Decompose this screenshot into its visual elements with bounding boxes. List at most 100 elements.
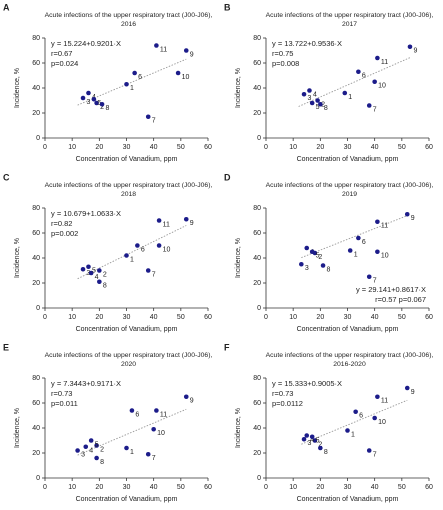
y-axis-label: Incidence, % bbox=[235, 238, 242, 278]
y-tick-label: 20 bbox=[253, 280, 261, 287]
point-label: 6 bbox=[362, 239, 366, 246]
data-point bbox=[156, 243, 162, 248]
point-label: 5 bbox=[95, 441, 99, 448]
data-point bbox=[86, 264, 91, 270]
x-tick-label: 20 bbox=[95, 144, 103, 151]
data-point bbox=[124, 253, 129, 258]
x-axis-label: Concentration of Vanadium, ppm bbox=[76, 156, 178, 163]
point-label: 9 bbox=[190, 398, 194, 405]
data-point bbox=[342, 90, 348, 96]
y-tick-label: 20 bbox=[253, 450, 261, 457]
x-axis-label: Concentration of Vanadium, ppm bbox=[297, 496, 399, 503]
data-point bbox=[145, 451, 151, 457]
data-point bbox=[307, 88, 312, 93]
data-point bbox=[88, 438, 94, 443]
y-tick-label: 80 bbox=[253, 375, 261, 382]
point-label: 7 bbox=[152, 271, 156, 278]
point-label: 9 bbox=[413, 48, 417, 55]
point-label: 3 bbox=[87, 270, 91, 277]
point-label: 2 bbox=[100, 104, 104, 111]
panel-letter: B bbox=[224, 2, 231, 12]
data-point bbox=[312, 438, 318, 443]
y-tick-label: 0 bbox=[36, 135, 40, 142]
x-tick-label: 20 bbox=[95, 484, 103, 491]
data-point bbox=[372, 415, 377, 421]
point-label: 9 bbox=[190, 51, 194, 58]
y-tick-label: 60 bbox=[32, 60, 40, 67]
point-label: 9 bbox=[411, 215, 415, 222]
point-label: 6 bbox=[141, 246, 145, 253]
data-point bbox=[135, 243, 140, 248]
x-tick-label: 20 bbox=[316, 144, 324, 151]
annotation: r=0.57 p=0.067 bbox=[375, 295, 426, 304]
annotation: p=0.011 bbox=[51, 399, 78, 408]
y-axis-label: Incidence, % bbox=[235, 68, 242, 108]
data-point bbox=[309, 249, 315, 255]
panel-letter: E bbox=[3, 342, 9, 352]
x-tick-label: 0 bbox=[264, 144, 268, 151]
point-label: 5 bbox=[97, 100, 101, 107]
data-point bbox=[94, 443, 99, 448]
y-axis-label: Incidence, % bbox=[14, 408, 21, 448]
data-point bbox=[154, 408, 159, 413]
y-tick-label: 80 bbox=[32, 375, 40, 382]
point-label: 3 bbox=[305, 265, 309, 272]
chart-subtitle: 2016 bbox=[121, 21, 136, 28]
y-tick-label: 20 bbox=[32, 110, 40, 117]
point-label: 2 bbox=[318, 254, 322, 261]
data-point bbox=[315, 98, 320, 103]
x-tick-label: 30 bbox=[344, 144, 352, 151]
x-tick-label: 0 bbox=[264, 314, 268, 321]
point-label: 3 bbox=[87, 99, 91, 106]
annotation: p=0.002 bbox=[51, 229, 78, 238]
y-tick-label: 60 bbox=[253, 400, 261, 407]
trend-line bbox=[301, 399, 408, 445]
x-tick-label: 30 bbox=[344, 484, 352, 491]
data-point bbox=[304, 433, 310, 438]
x-tick-label: 10 bbox=[68, 144, 76, 151]
chart-subtitle: 2020 bbox=[121, 361, 136, 368]
point-label: 10 bbox=[381, 253, 389, 260]
point-label: 8 bbox=[103, 283, 107, 290]
point-label: 11 bbox=[381, 223, 388, 230]
point-label: 7 bbox=[373, 278, 377, 285]
x-tick-label: 50 bbox=[398, 314, 406, 321]
trend-line bbox=[77, 225, 187, 280]
point-label: 6 bbox=[362, 73, 366, 80]
data-point bbox=[304, 245, 310, 251]
chart-title: Acute infections of the upper respirator… bbox=[266, 12, 434, 19]
x-axis-label: Concentration of Vanadium, ppm bbox=[76, 326, 178, 333]
x-tick-label: 50 bbox=[177, 144, 185, 151]
data-point bbox=[356, 235, 361, 241]
point-label: 11 bbox=[381, 59, 388, 66]
point-label: 5 bbox=[316, 253, 320, 260]
point-label: 10 bbox=[378, 419, 386, 426]
point-label: 3 bbox=[81, 451, 85, 458]
x-tick-label: 20 bbox=[316, 484, 324, 491]
chart-subtitle: 2019 bbox=[342, 191, 357, 198]
data-point bbox=[175, 70, 181, 76]
data-point bbox=[80, 95, 86, 101]
y-tick-label: 40 bbox=[253, 425, 261, 432]
x-tick-label: 30 bbox=[123, 144, 131, 151]
data-point bbox=[91, 96, 97, 102]
y-axis-label: Incidence, % bbox=[14, 238, 21, 278]
annotation: y = 15.224+0.9201·X bbox=[51, 39, 121, 48]
point-label: 6 bbox=[359, 413, 363, 420]
data-point bbox=[318, 445, 323, 451]
panel: C Acute infections of the upper respirato… bbox=[3, 172, 212, 332]
point-label: 1 bbox=[130, 256, 134, 263]
x-tick-label: 20 bbox=[95, 314, 103, 321]
x-tick-label: 0 bbox=[43, 314, 47, 321]
data-point bbox=[132, 70, 137, 76]
point-label: 11 bbox=[163, 221, 170, 228]
annotation: p=0.0112 bbox=[272, 399, 303, 408]
y-tick-label: 0 bbox=[257, 135, 261, 142]
data-point bbox=[145, 114, 151, 120]
point-label: 5 bbox=[92, 268, 96, 275]
chart-subtitle: 2018 bbox=[121, 191, 136, 198]
x-tick-label: 60 bbox=[425, 314, 433, 321]
data-point bbox=[375, 55, 380, 61]
data-point bbox=[347, 248, 353, 253]
annotation: y = 29.141+0.8617·X bbox=[356, 285, 426, 294]
